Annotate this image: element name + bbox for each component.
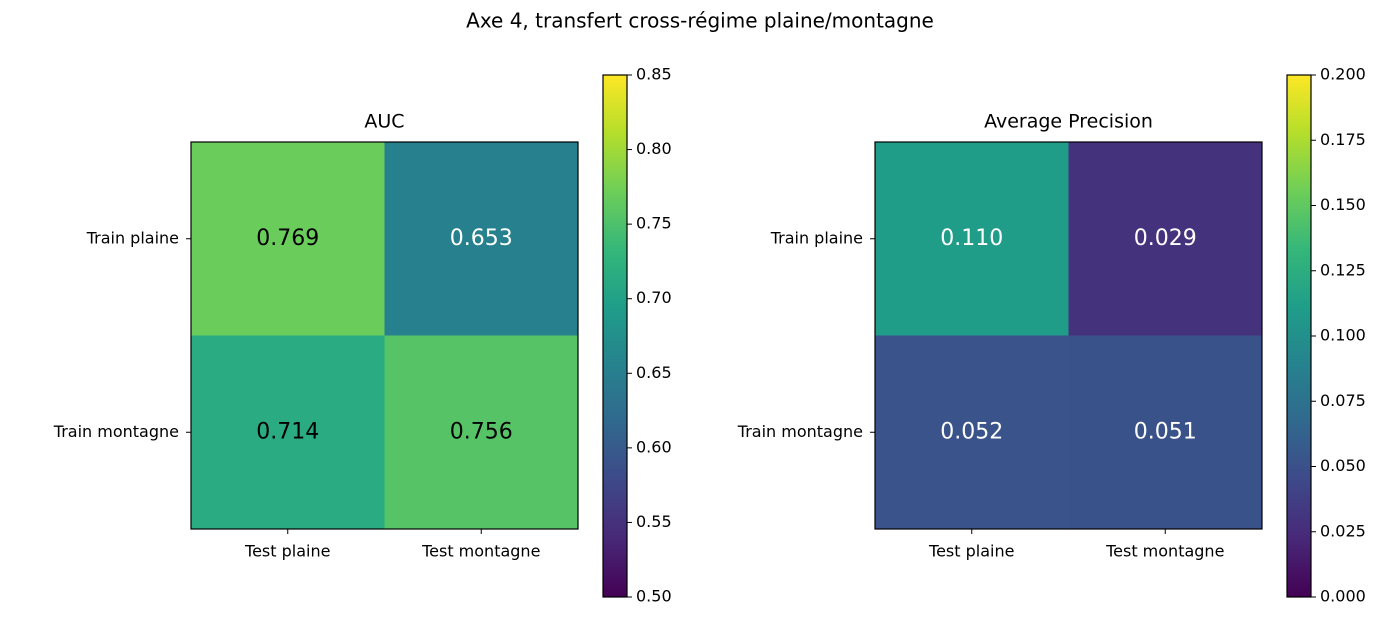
colorbar-tick-label: 0.050 xyxy=(1320,456,1366,475)
cell-label: 0.756 xyxy=(450,419,513,444)
colorbar-tick-label: 0.55 xyxy=(636,512,672,531)
colorbar-tick-label: 0.65 xyxy=(636,363,672,382)
colorbar xyxy=(602,74,628,598)
heatmap-cell xyxy=(191,335,385,530)
colorbar-tick-label: 0.125 xyxy=(1320,260,1366,279)
axes-frame xyxy=(874,141,1263,530)
x-tick-label: Test plaine xyxy=(244,542,330,561)
chart-title: AUC xyxy=(364,111,404,133)
axes-frame xyxy=(190,141,579,530)
cell-label: 0.051 xyxy=(1134,419,1197,444)
heatmap-cell xyxy=(875,335,1069,530)
y-tick-label: Train plaine xyxy=(86,228,179,247)
colorbar-tick-label: 0.100 xyxy=(1320,326,1366,345)
heatmap-cell xyxy=(1068,335,1263,530)
x-tick-label: Test montagne xyxy=(421,542,540,561)
heatmap-cell xyxy=(191,142,385,336)
colorbar-tick-label: 0.70 xyxy=(636,288,672,307)
colorbar-tick-label: 0.000 xyxy=(1320,587,1366,606)
cell-label: 0.714 xyxy=(256,419,319,444)
colorbar-tick-label: 0.075 xyxy=(1320,391,1366,410)
y-tick-label: Train plaine xyxy=(770,228,863,247)
x-tick-label: Test plaine xyxy=(928,542,1014,561)
colorbar-tick-label: 0.175 xyxy=(1320,130,1366,149)
chart-title: Average Precision xyxy=(984,111,1153,133)
heatmap-cell xyxy=(384,335,579,530)
heatmap-cell xyxy=(384,142,579,336)
colorbar-tick-label: 0.80 xyxy=(636,139,672,158)
cell-label: 0.052 xyxy=(940,419,1003,444)
colorbar-tick-label: 0.50 xyxy=(636,587,672,606)
y-tick-label: Train montagne xyxy=(737,422,863,441)
figure-title: Axe 4, transfert cross-régime plaine/mon… xyxy=(466,9,934,33)
colorbar-tick-label: 0.75 xyxy=(636,214,672,233)
colorbar xyxy=(1286,74,1312,598)
colorbar-tick-label: 0.150 xyxy=(1320,195,1366,214)
cell-label: 0.029 xyxy=(1134,226,1197,251)
heatmap-cell xyxy=(875,142,1069,336)
y-tick-label: Train montagne xyxy=(53,422,179,441)
x-tick-label: Test montagne xyxy=(1105,542,1224,561)
colorbar-tick-label: 0.200 xyxy=(1320,65,1366,84)
colorbar-tick-label: 0.025 xyxy=(1320,521,1366,540)
colorbar-tick-label: 0.85 xyxy=(636,65,672,84)
heatmap-cell xyxy=(1068,142,1263,336)
cell-label: 0.769 xyxy=(256,226,319,251)
cell-label: 0.653 xyxy=(450,226,513,251)
cell-label: 0.110 xyxy=(940,226,1003,251)
colorbar-tick-label: 0.60 xyxy=(636,437,672,456)
